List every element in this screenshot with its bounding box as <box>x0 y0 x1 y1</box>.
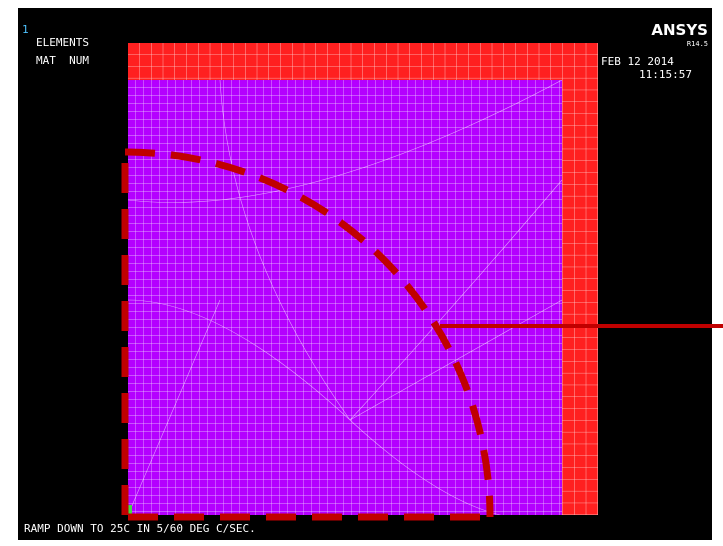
time: 11:15:57 <box>639 68 692 81</box>
label-mode: MAT NUM <box>36 54 89 67</box>
version: R14.5 <box>687 40 708 48</box>
window-number: 1 <box>22 23 29 36</box>
plot-type: ELEMENTS <box>36 36 89 49</box>
date: FEB 12 2014 <box>601 55 674 68</box>
inner-material-mesh <box>128 80 562 515</box>
page: 1 ELEMENTS MAT NUM ANSYS R14.5 FEB 12 20… <box>0 0 723 546</box>
title: RAMP DOWN TO 25C IN 5/60 DEG C/SEC. <box>24 522 256 535</box>
product-logo: ANSYS <box>651 21 708 39</box>
ansys-window: 1 ELEMENTS MAT NUM ANSYS R14.5 FEB 12 20… <box>0 0 723 546</box>
